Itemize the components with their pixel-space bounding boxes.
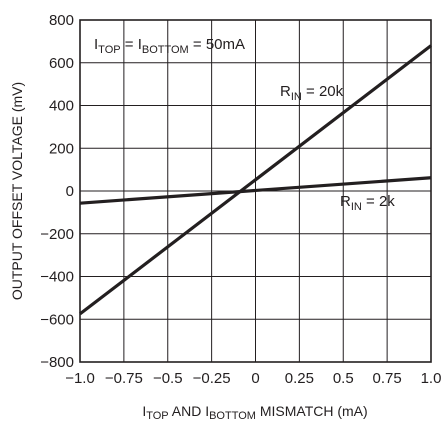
x-tick-label: 0.75 bbox=[373, 370, 402, 387]
series-label-rin-20k: RIN = 20k bbox=[280, 83, 344, 103]
series-label-rin-2k: RIN = 2k bbox=[340, 193, 395, 213]
y-axis-title: OUTPUT OFFSET VOLTAGE (mV) bbox=[9, 82, 25, 300]
x-tick-label: −0.25 bbox=[193, 370, 231, 387]
y-tick-label: 0 bbox=[66, 183, 74, 200]
y-tick-label: −600 bbox=[40, 311, 74, 328]
y-tick-label: 400 bbox=[49, 98, 74, 115]
x-tick-label: −1.0 bbox=[65, 370, 95, 387]
x-tick-label: 0.5 bbox=[333, 370, 354, 387]
x-tick-label: 0 bbox=[251, 370, 259, 387]
series-line-rin-2k bbox=[79, 176, 432, 205]
series-line-rin-20k bbox=[79, 44, 432, 316]
y-tick-label: −800 bbox=[40, 354, 74, 371]
y-tick-label: 600 bbox=[49, 55, 74, 72]
y-tick-label: 800 bbox=[49, 12, 74, 29]
x-tick-label: −0.5 bbox=[153, 370, 183, 387]
y-tick-label: −400 bbox=[40, 269, 74, 286]
plot-frame bbox=[79, 19, 432, 363]
x-tick-label: 0.25 bbox=[285, 370, 314, 387]
tick-labels: −1.0 −0.75 −0.5 −0.25 0 0.25 0.5 0.75 1.0 −800 −60… bbox=[40, 12, 441, 387]
grid bbox=[80, 20, 431, 362]
series-layer bbox=[79, 44, 432, 316]
condition-annotation: ITOP = IBOTTOM = 50mA bbox=[94, 36, 245, 56]
x-tick-label: 1.0 bbox=[421, 370, 442, 387]
y-tick-label: −200 bbox=[40, 226, 74, 243]
x-tick-label: −0.75 bbox=[105, 370, 143, 387]
y-tick-label: 200 bbox=[49, 140, 74, 157]
x-axis-title: ITOP AND IBOTTOM MISMATCH (mA) bbox=[142, 403, 367, 421]
